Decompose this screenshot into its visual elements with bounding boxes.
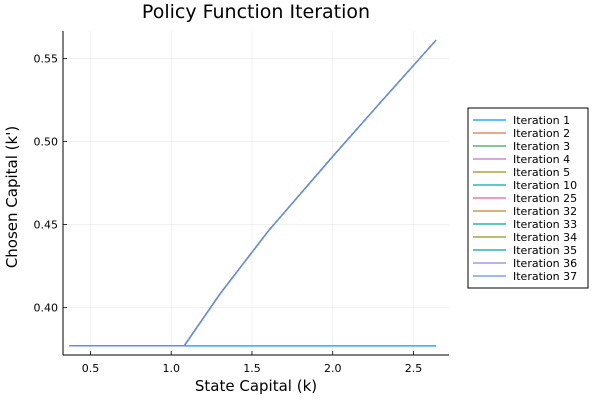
legend-label: Iteration 5 — [513, 166, 570, 179]
x-tick-label: 2.5 — [405, 362, 423, 375]
y-tick-label: 0.40 — [34, 302, 59, 315]
x-axis-label: State Capital (k) — [195, 377, 317, 395]
x-tick-label: 2.0 — [324, 362, 342, 375]
legend-label: Iteration 3 — [513, 140, 570, 153]
x-tick-label: 1.5 — [243, 362, 261, 375]
legend-label: Iteration 2 — [513, 127, 570, 140]
legend-label: Iteration 34 — [513, 231, 577, 244]
chart-title: Policy Function Iteration — [142, 1, 370, 23]
legend-label: Iteration 10 — [513, 179, 577, 192]
legend-label: Iteration 33 — [513, 218, 577, 231]
x-tick-label: 1.0 — [162, 362, 180, 375]
grid-lines — [63, 31, 449, 355]
x-tick-label: 0.5 — [82, 362, 100, 375]
y-tick-label: 0.55 — [34, 52, 59, 65]
legend-label: Iteration 25 — [513, 192, 577, 205]
legend-label: Iteration 37 — [513, 270, 577, 283]
legend-label: Iteration 1 — [513, 114, 570, 127]
legend-label: Iteration 4 — [513, 153, 570, 166]
series-lines — [69, 39, 437, 347]
y-tick-label: 0.50 — [34, 135, 59, 148]
legend-label: Iteration 35 — [513, 244, 577, 257]
y-tick-label: 0.45 — [34, 219, 59, 232]
legend-label: Iteration 36 — [513, 257, 577, 270]
tick-labels: 0.5 1.0 1.5 2.0 2.5 0.40 0.45 0.50 0.55 — [34, 52, 423, 375]
y-axis-label: Chosen Capital (k') — [3, 126, 21, 268]
legend-label: Iteration 32 — [513, 205, 577, 218]
series-line-13 — [69, 39, 437, 347]
axes — [62, 31, 449, 356]
